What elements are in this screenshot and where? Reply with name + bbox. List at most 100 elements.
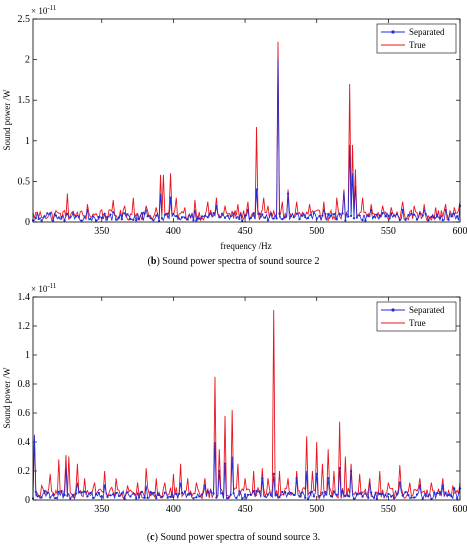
chart-b-point-separated [232, 212, 235, 215]
chart-b-point-separated [252, 212, 255, 215]
chart-b-point-separated [117, 216, 121, 219]
chart-c-point-separated [398, 481, 401, 484]
chart-c-point-separated [126, 491, 129, 494]
chart-b-point-separated [327, 212, 330, 216]
chart-b-point-separated [312, 211, 315, 215]
chart-b-point-separated [441, 219, 444, 222]
chart-c-point-separated [358, 492, 361, 495]
chart-b-point-separated [295, 212, 298, 215]
chart-c-point-separated [49, 496, 52, 499]
chart-c-point-separated [453, 487, 456, 490]
chart-b-point-separated [269, 212, 272, 215]
chart-b-ticks: 350 400 450 500 550 600 0 0.5 1 1.5 2 2.5 [18, 14, 467, 237]
chart-b-point-separated [387, 214, 390, 217]
chart-b-point-separated [407, 214, 410, 217]
chart-b-point-separated [189, 215, 192, 218]
chart-b-point-separated [321, 214, 324, 217]
chart-b-ytick-label: 0 [25, 217, 30, 228]
chart-c-point-separated [355, 492, 358, 495]
chart-c-point-separated [206, 490, 209, 493]
chart-b-point-separated [51, 219, 55, 222]
chart-c-point-separated [430, 497, 433, 500]
chart-c-point-separated [395, 493, 399, 496]
chart-b-point-separated [209, 212, 212, 215]
chart-c-point-separated [441, 484, 444, 487]
chart-b-point-separated [172, 212, 175, 216]
chart-b-point-separated [292, 216, 295, 219]
chart-c-point-separated [410, 496, 413, 499]
chart-c-point-separated [183, 490, 186, 493]
chart-b-point-separated [329, 214, 333, 217]
chart-b-point-separated [447, 218, 450, 221]
chart-c-point-separated [324, 490, 327, 494]
chart-b-point-separated [309, 213, 313, 216]
chart-c-point-separated [418, 484, 421, 487]
chart-b-point-separated [243, 214, 247, 217]
caption-b: (b) Sound power spectra of sound source … [147, 256, 320, 267]
chart-c-point-separated [298, 495, 301, 498]
chart-b-point-separated [332, 213, 336, 216]
chart-c-point-separated [140, 490, 143, 493]
chart-b-point-separated [258, 212, 261, 215]
chart-c-point-separated [195, 496, 198, 499]
chart-c-axes-box [32, 296, 461, 501]
chart-c-point-separated [278, 495, 281, 499]
chart-c-legend-separated: Separated [409, 305, 445, 315]
chart-b-legend-separated: Separated [409, 27, 445, 37]
chart-b-point-separated [169, 196, 172, 199]
chart-c-point-separated [189, 492, 192, 495]
chart-b-point-separated [103, 212, 106, 215]
chart-c-point-separated [166, 496, 169, 499]
chart-c-point-separated [390, 495, 393, 498]
chart-c-point-separated [421, 497, 424, 500]
chart-c-point-separated [275, 493, 278, 496]
chart-c-point-separated [209, 490, 212, 493]
chart-b-point-separated [57, 216, 60, 219]
chart-b-point-separated [401, 208, 404, 211]
chart-c-point-separated [269, 493, 272, 497]
chart-b-point-separated [106, 215, 109, 219]
chart-c-point-separated [338, 467, 341, 470]
chart-c-point-separated [367, 496, 370, 499]
chart-b-point-separated [413, 213, 416, 216]
chart-c-point-separated [226, 497, 229, 500]
chart-c-point-separated [301, 491, 304, 494]
chart-b-xtick-label: 450 [238, 226, 253, 237]
chart-b-point-separated [49, 212, 52, 215]
chart-c-ytick-label: 0.8 [18, 379, 31, 390]
chart-b-ytick-label: 1 [25, 136, 30, 147]
chart-b-point-separated [112, 211, 115, 214]
chart-b-point-separated [255, 188, 258, 191]
chart-c-point-separated [286, 492, 290, 495]
chart-panel-c: 350 400 450 500 550 600 0 0.2 0.4 0.6 0.8 1 1.2 1.4 ×… [2, 282, 467, 515]
chart-b-point-separated [384, 215, 387, 218]
chart-c-ytick-label: 1.4 [18, 292, 31, 303]
chart-c-point-separated [137, 496, 141, 499]
chart-b-point-separated [186, 218, 189, 221]
chart-c-point-separated [264, 495, 267, 498]
chart-c-point-separated [404, 491, 407, 494]
chart-c-point-separated [361, 495, 364, 498]
chart-c-point-separated [235, 496, 238, 500]
chart-b-point-separated [370, 208, 373, 211]
chart-b-point-separated [40, 219, 43, 222]
chart-b-point-separated [444, 208, 447, 211]
chart-c-point-separated [415, 493, 419, 496]
chart-c-point-separated [37, 494, 40, 497]
chart-c-xtick-label: 550 [381, 504, 396, 515]
chart-c-point-separated [272, 472, 275, 475]
chart-c-point-separated [80, 491, 83, 494]
chart-b-point-separated [178, 217, 181, 220]
chart-b-point-separated [115, 218, 118, 221]
chart-b-point-separated [278, 212, 281, 215]
chart-c-point-separated [232, 492, 235, 495]
chart-c-point-separated [198, 495, 201, 498]
chart-c-point-separated [312, 495, 315, 498]
chart-c-line-true [32, 310, 461, 500]
chart-b-point-separated [132, 218, 135, 221]
chart-b-legend-true: True [409, 40, 426, 50]
chart-c-point-separated [57, 490, 60, 493]
chart-b-point-separated [418, 212, 421, 215]
chart-b-point-separated [410, 212, 413, 215]
chart-b-point-separated [301, 214, 304, 217]
